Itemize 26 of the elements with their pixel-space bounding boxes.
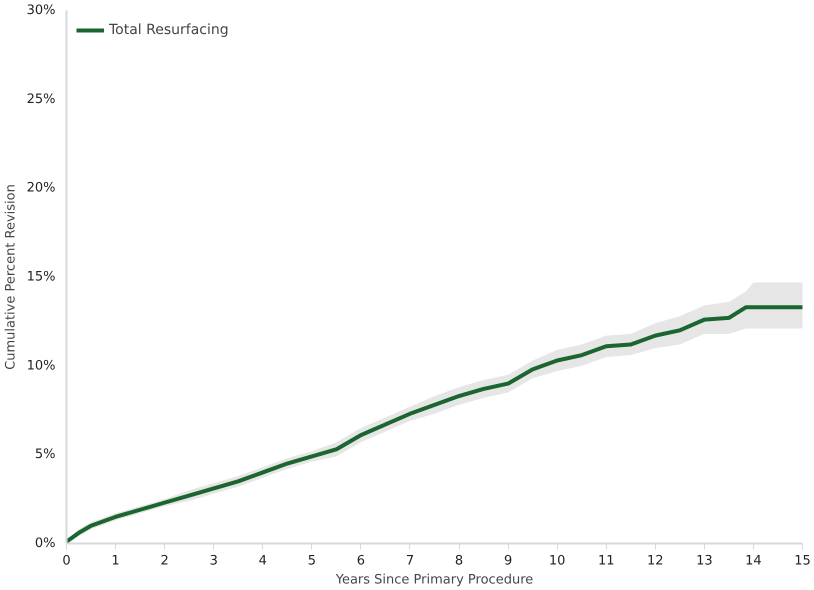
x-tick-label: 9	[504, 554, 512, 568]
y-tick-label: 10%	[26, 358, 56, 374]
x-axis-title: Years Since Primary Procedure	[334, 572, 534, 588]
x-tick-label: 5	[308, 554, 316, 568]
x-tick-label: 0	[62, 554, 71, 568]
legend-label: Total Resurfacing	[109, 22, 229, 38]
x-tick-label: 3	[210, 554, 218, 568]
y-tick-label: 30%	[26, 3, 56, 18]
y-tick-label: 25%	[26, 92, 56, 107]
x-tick-label: 14	[745, 554, 762, 568]
x-tick-label: 12	[647, 554, 664, 568]
x-tick-label: 10	[548, 554, 566, 568]
x-tick-label: 13	[696, 554, 713, 568]
x-tick-label: 4	[258, 554, 267, 568]
x-tick-label: 7	[406, 554, 414, 568]
y-tick-label: 0%	[34, 536, 56, 551]
x-tick-label: 11	[598, 554, 615, 568]
y-tick-label: 5%	[34, 447, 56, 462]
y-axis-title: Cumulative Percent Revision	[4, 184, 19, 370]
x-tick-label: 1	[111, 554, 120, 568]
y-tick-label: 20%	[26, 180, 56, 196]
x-tick-label: 8	[454, 554, 464, 568]
x-tick-label: 6	[356, 554, 366, 568]
x-tick-label: 2	[160, 554, 169, 568]
y-tick-label: 15%	[26, 270, 56, 284]
x-tick-label: 15	[794, 554, 811, 568]
